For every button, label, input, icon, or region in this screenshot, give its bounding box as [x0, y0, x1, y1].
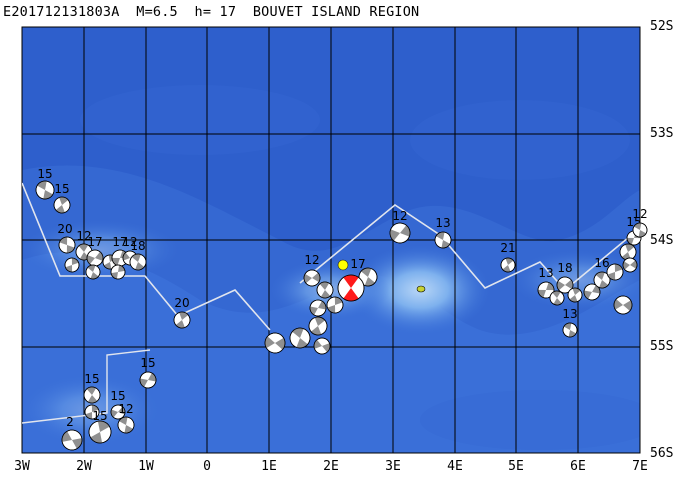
depth-label: 17 [87, 235, 102, 249]
ridge-segment-west [22, 182, 271, 331]
lon-label-1e: 1E [261, 459, 277, 474]
depth-label: 12 [392, 209, 407, 223]
depth-label: 18 [557, 261, 572, 275]
focal-mechanism-icon [309, 299, 327, 317]
focal-mechanism-icon [632, 222, 648, 238]
lat-label-52s: 52S [650, 19, 674, 34]
depth-label: 13 [562, 307, 577, 321]
focal-mechanism-icon [613, 295, 633, 315]
focal-mechanism-icon [110, 264, 126, 280]
depth-label: 12 [76, 229, 91, 243]
map-title: E201712131803A M=6.5 h= 17 BOUVET ISLAND… [3, 4, 420, 20]
focal-mechanism-icon [53, 196, 71, 214]
lat-label-55s: 55S [650, 339, 674, 354]
focal-mechanism-icon [35, 180, 55, 200]
focal-mechanism-icon [593, 271, 611, 289]
lon-label-0: 0 [203, 459, 211, 474]
depth-label: 12 [304, 253, 319, 267]
depth-label: 17 [112, 235, 127, 249]
lat-label-56s: 56S [650, 446, 674, 461]
focal-mechanism-icon [619, 243, 637, 261]
depth-label: 15 [92, 409, 107, 423]
focal-mechanism-icon [139, 371, 157, 389]
depth-label: 15 [110, 389, 125, 403]
lon-label-7e: 7E [632, 459, 648, 474]
lon-label-4e: 4E [447, 459, 463, 474]
bouvet-island-shape [416, 285, 426, 293]
lat-label-54s: 54S [650, 233, 674, 248]
depth-label: 12 [122, 235, 137, 249]
focal-mechanism-icon [289, 327, 311, 349]
lon-label-3w: 3W [14, 459, 30, 474]
focal-mechanism-icon [549, 290, 565, 306]
focal-mechanism-icon [567, 287, 583, 303]
focal-mechanism-icon [61, 429, 83, 451]
focal-mechanism-icon [500, 257, 516, 273]
focal-mechanism-icon [606, 263, 624, 281]
focal-mechanism-icon [264, 332, 286, 354]
lat-label-53s: 53S [650, 126, 674, 141]
depth-label: 12 [118, 402, 133, 416]
focal-mechanism-icon [622, 257, 638, 273]
lon-label-2w: 2W [76, 459, 92, 474]
depth-label: 13 [538, 266, 553, 280]
focal-mechanism-icon [173, 311, 191, 329]
focal-mechanism-icon [86, 249, 104, 267]
depth-label: 20 [174, 296, 189, 310]
focal-mechanism-icon [88, 420, 112, 444]
focal-mechanism-icon [316, 281, 334, 299]
depth-label: 21 [500, 241, 515, 255]
focal-mechanism-icon [85, 264, 101, 280]
focal-mechanism-icon [562, 322, 578, 338]
focal-mechanism-icon [58, 236, 76, 254]
epicenter-marker-icon [337, 259, 349, 271]
lon-label-2e: 2E [323, 459, 339, 474]
focal-mechanism-icon [308, 316, 328, 336]
focal-mechanism-icon [83, 386, 101, 404]
depth-label: 12 [632, 207, 647, 221]
focal-mechanism-icon [313, 337, 331, 355]
focal-mechanism-icon [64, 257, 80, 273]
focal-mechanism-icon [129, 253, 147, 271]
lon-label-1w: 1W [138, 459, 154, 474]
main-event-mechanism-icon [337, 274, 365, 302]
focal-mechanism-icon [117, 416, 135, 434]
depth-label: 15 [54, 182, 69, 196]
depth-label: 13 [435, 216, 450, 230]
focal-mechanism-icon [110, 404, 126, 420]
depth-label: 16 [594, 256, 609, 270]
focal-mechanism-icon [434, 231, 452, 249]
lon-label-3e: 3E [385, 459, 401, 474]
lon-label-6e: 6E [570, 459, 586, 474]
focal-mechanism-icon [389, 222, 411, 244]
focal-mechanism-icon [326, 296, 344, 314]
focal-mechanism-icon [303, 269, 321, 287]
focal-mechanism-icon [84, 404, 100, 420]
depth-label: 15 [84, 372, 99, 386]
depth-label: 18 [130, 239, 145, 253]
main-event-depth-label: 17 [350, 257, 365, 271]
fracture-zone-line [22, 349, 151, 424]
depth-label: 20 [57, 222, 72, 236]
focal-mechanism-icon [583, 283, 601, 301]
depth-label: 2 [66, 415, 74, 429]
lon-label-5e: 5E [508, 459, 524, 474]
depth-label: 15 [37, 167, 52, 181]
depth-label: 15 [140, 356, 155, 370]
